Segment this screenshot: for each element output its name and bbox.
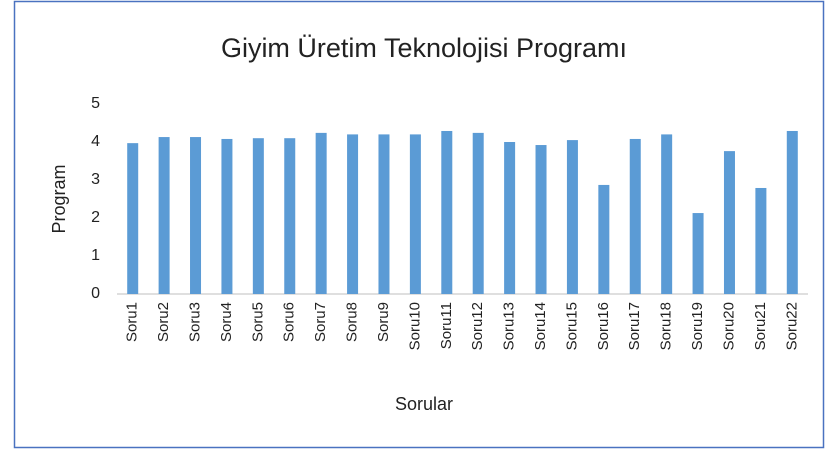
bar <box>535 145 547 294</box>
x-tick-label: Soru3 <box>186 302 203 342</box>
x-tick-label: Soru2 <box>155 302 172 342</box>
chart-title: Giyim Üretim Teknolojisi Programı <box>221 33 627 63</box>
y-tick-label: 3 <box>91 171 100 188</box>
bar <box>504 142 516 294</box>
bar <box>441 130 453 294</box>
x-tick-label: Soru12 <box>469 302 486 350</box>
x-tick-label: Soru15 <box>563 302 580 350</box>
bar <box>127 143 139 294</box>
bar <box>284 138 296 294</box>
x-tick-label: Soru5 <box>249 302 266 342</box>
bar <box>472 132 484 294</box>
bar <box>566 140 578 294</box>
x-tick-label: Soru6 <box>281 302 298 342</box>
bar <box>723 151 735 294</box>
x-tick-label: Soru17 <box>626 302 643 350</box>
x-tick-label: Soru22 <box>783 302 800 350</box>
x-tick-label: Soru20 <box>720 302 737 350</box>
x-tick-label: Soru8 <box>344 302 361 342</box>
x-tick-label: Soru10 <box>406 302 423 350</box>
y-tick-label: 2 <box>91 209 100 226</box>
x-tick-label: Soru1 <box>124 302 141 342</box>
x-tick-label: Soru19 <box>689 302 706 350</box>
bar <box>158 137 170 294</box>
bar <box>598 184 610 294</box>
bar <box>252 138 264 294</box>
bar <box>190 137 202 294</box>
bar <box>409 134 421 294</box>
x-tick-label: Soru11 <box>438 302 455 349</box>
bar <box>315 132 327 294</box>
bar <box>221 138 233 294</box>
x-tick-label: Soru7 <box>312 302 329 342</box>
bar <box>661 134 673 294</box>
bar <box>378 134 390 294</box>
y-tick-label: 1 <box>91 247 100 264</box>
bar <box>692 213 704 294</box>
y-tick-label: 5 <box>91 95 100 112</box>
y-tick-label: 4 <box>91 133 100 150</box>
bar <box>629 138 641 294</box>
bar <box>755 187 767 294</box>
y-tick-label: 0 <box>91 285 100 302</box>
x-tick-label: Soru21 <box>752 302 769 350</box>
x-axis-title: Sorular <box>395 394 453 414</box>
x-tick-label: Soru16 <box>595 302 612 350</box>
x-tick-label: Soru9 <box>375 302 392 342</box>
x-tick-label: Soru18 <box>658 302 675 350</box>
y-axis-title: Program <box>49 164 69 233</box>
x-tick-label: Soru14 <box>532 302 549 350</box>
bar <box>347 134 359 294</box>
x-tick-label: Soru13 <box>501 302 518 350</box>
x-tick-label: Soru4 <box>218 302 235 342</box>
bar <box>786 130 798 294</box>
